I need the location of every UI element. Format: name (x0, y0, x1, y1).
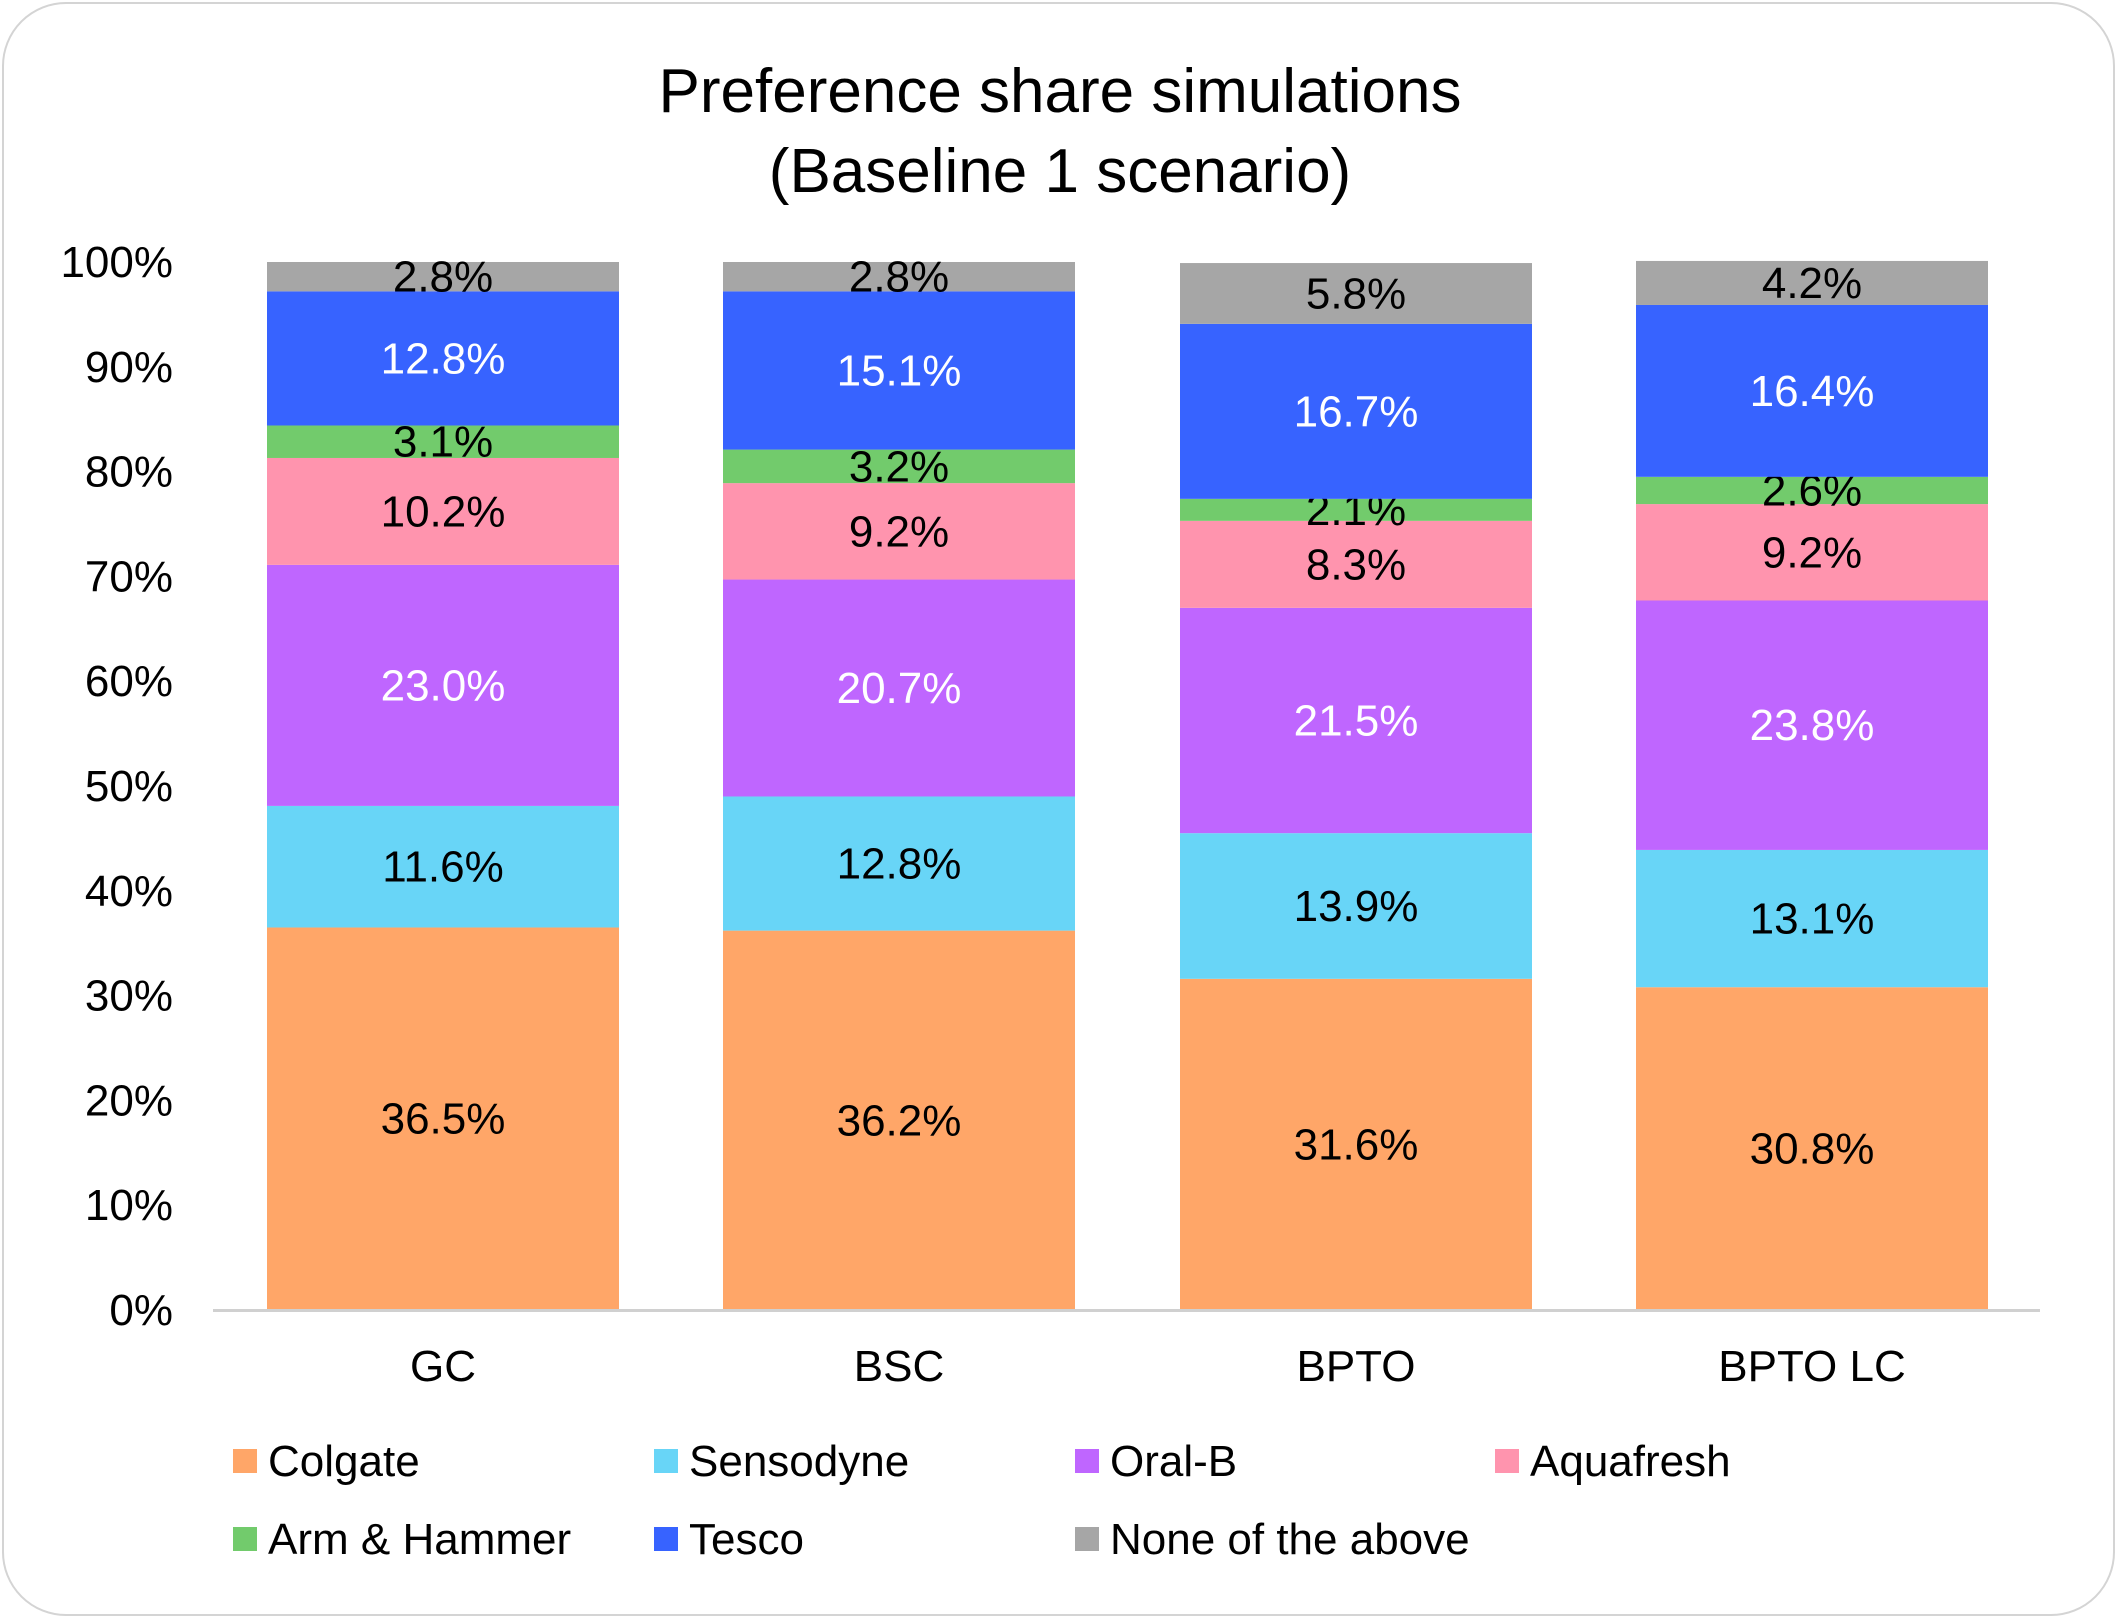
bar-bpto-colgate (1180, 978, 1532, 1310)
legend-label-oral-b: Oral-B (1110, 1437, 1237, 1486)
legend-label-aquafresh: Aquafresh (1530, 1437, 1731, 1486)
y-tick-label: 10% (85, 1181, 173, 1230)
legend-swatch-none-of-the-above (1075, 1527, 1099, 1551)
legend-item-none-of-the-above: None of the above (1075, 1515, 1470, 1564)
data-label-gc-sensodyne: 11.6% (382, 843, 504, 892)
data-label-gc-none-of-the-above: 2.8% (393, 253, 493, 302)
legend-label-colgate: Colgate (268, 1437, 420, 1486)
legend-swatch-tesco (654, 1527, 678, 1551)
bar-gc-oral-b (267, 564, 619, 806)
y-tick-label: 100% (60, 238, 173, 287)
legend-label-arm-hammer: Arm & Hammer (268, 1515, 571, 1564)
data-label-gc-colgate: 36.5% (381, 1095, 506, 1144)
y-tick-label: 70% (85, 552, 173, 601)
bar-bpto-oral-b (1180, 607, 1532, 834)
legend-item-sensodyne: Sensodyne (654, 1437, 909, 1486)
legend-item-oral-b: Oral-B (1075, 1437, 1237, 1486)
data-label-bpto-tesco: 16.7% (1294, 387, 1419, 436)
chart-title: Preference share simulations (659, 57, 1462, 126)
bar-bsc-arm-hammer (723, 449, 1075, 484)
data-label-bsc-sensodyne: 12.8% (837, 840, 962, 889)
bar-gc-colgate (267, 927, 619, 1310)
data-label-bpto-sensodyne: 13.9% (1294, 882, 1419, 931)
data-label-bsc-none-of-the-above: 2.8% (849, 253, 949, 302)
bar-bpto-lc-colgate (1636, 987, 1988, 1310)
bar-bpto-lc-sensodyne (1636, 849, 1988, 988)
y-tick-label: 50% (85, 762, 173, 811)
y-tick-label: 80% (85, 448, 173, 497)
bar-gc-none-of-the-above (267, 262, 619, 292)
bar-gc-aquafresh (267, 457, 619, 565)
legend-label-sensodyne: Sensodyne (689, 1437, 909, 1486)
bar-bsc-aquafresh (723, 483, 1075, 580)
x-tick-label-bsc: BSC (854, 1342, 944, 1391)
data-label-bpto-lc-colgate: 30.8% (1750, 1125, 1875, 1174)
y-tick-label: 60% (85, 657, 173, 706)
legend-swatch-sensodyne (654, 1449, 678, 1473)
data-label-gc-tesco: 12.8% (381, 334, 506, 383)
data-label-bsc-arm-hammer: 3.2% (849, 442, 949, 491)
legend: Colgate Sensodyne Oral-B Aquafresh Arm & Ham… (233, 1437, 1731, 1564)
legend-swatch-arm-hammer (233, 1527, 257, 1551)
bar-bsc-colgate (723, 930, 1075, 1310)
data-label-bsc-colgate: 36.2% (837, 1096, 962, 1145)
y-tick-label: 30% (85, 972, 173, 1021)
data-label-bpto-oral-b: 21.5% (1294, 697, 1419, 746)
bar-bpto-lc-arm-hammer (1636, 476, 1988, 505)
x-axis-category-labels: GC BSC BPTO BPTO LC (410, 1342, 1906, 1391)
bar-bpto-aquafresh (1180, 520, 1532, 608)
bar-bpto-arm-hammer (1180, 498, 1532, 521)
y-axis-tick-labels: 0% 10% 20% 30% 40% 50% 60% 70% 80% 90% 100% (60, 238, 173, 1335)
x-tick-label-gc: GC (410, 1342, 476, 1391)
legend-swatch-colgate (233, 1449, 257, 1473)
legend-item-tesco: Tesco (654, 1515, 804, 1564)
bar-bpto-none-of-the-above (1180, 263, 1532, 324)
data-label-bpto-colgate: 31.6% (1294, 1120, 1419, 1169)
data-label-bsc-oral-b: 20.7% (837, 664, 962, 713)
bar-bsc-sensodyne (723, 796, 1075, 931)
legend-swatch-aquafresh (1495, 1449, 1519, 1473)
x-tick-label-bpto: BPTO (1296, 1342, 1415, 1391)
data-label-gc-aquafresh: 10.2% (381, 487, 506, 536)
bar-bpto-lc-oral-b (1636, 600, 1988, 850)
y-tick-label: 0% (109, 1286, 173, 1335)
bar-bpto-lc-aquafresh (1636, 504, 1988, 601)
y-tick-label: 20% (85, 1076, 173, 1125)
bar-bpto-tesco (1180, 323, 1532, 499)
bar-gc-tesco (267, 291, 619, 426)
legend-label-none-of-the-above: None of the above (1110, 1515, 1470, 1564)
legend-item-aquafresh: Aquafresh (1495, 1437, 1731, 1486)
data-label-bpto-aquafresh: 8.3% (1306, 540, 1406, 589)
bar-bpto-sensodyne (1180, 833, 1532, 979)
data-label-bpto-lc-oral-b: 23.8% (1750, 701, 1875, 750)
data-label-bpto-lc-aquafresh: 9.2% (1762, 528, 1862, 577)
bar-bpto-lc-tesco (1636, 304, 1988, 477)
data-label-bsc-tesco: 15.1% (837, 346, 962, 395)
legend-label-tesco: Tesco (689, 1515, 804, 1564)
data-label-bpto-none-of-the-above: 5.8% (1306, 269, 1406, 318)
data-label-gc-arm-hammer: 3.1% (393, 418, 493, 467)
legend-item-colgate: Colgate (233, 1437, 420, 1486)
chart-subtitle: (Baseline 1 scenario) (769, 137, 1351, 206)
data-label-bsc-aquafresh: 9.2% (849, 507, 949, 556)
y-tick-label: 40% (85, 867, 173, 916)
bar-bpto-lc-none-of-the-above (1636, 260, 1988, 305)
data-label-bpto-lc-tesco: 16.4% (1750, 367, 1875, 416)
legend-item-arm-hammer: Arm & Hammer (233, 1515, 571, 1564)
legend-swatch-oral-b (1075, 1449, 1099, 1473)
bar-bsc-oral-b (723, 579, 1075, 797)
bar-gc-sensodyne (267, 805, 619, 928)
data-label-gc-oral-b: 23.0% (381, 661, 506, 710)
bar-bsc-none-of-the-above (723, 262, 1075, 292)
data-label-bpto-lc-none-of-the-above: 4.2% (1762, 259, 1862, 308)
bar-bsc-tesco (723, 291, 1075, 450)
x-tick-label-bpto-lc: BPTO LC (1718, 1342, 1905, 1391)
bar-segments: 36.5% 11.6% 23.0% 10.2% 3.1% 12.8% 2.8% 36.2% 12… (267, 253, 1988, 1310)
y-tick-label: 90% (85, 343, 173, 392)
data-label-bpto-lc-sensodyne: 13.1% (1750, 895, 1875, 944)
bar-gc-arm-hammer (267, 425, 619, 458)
